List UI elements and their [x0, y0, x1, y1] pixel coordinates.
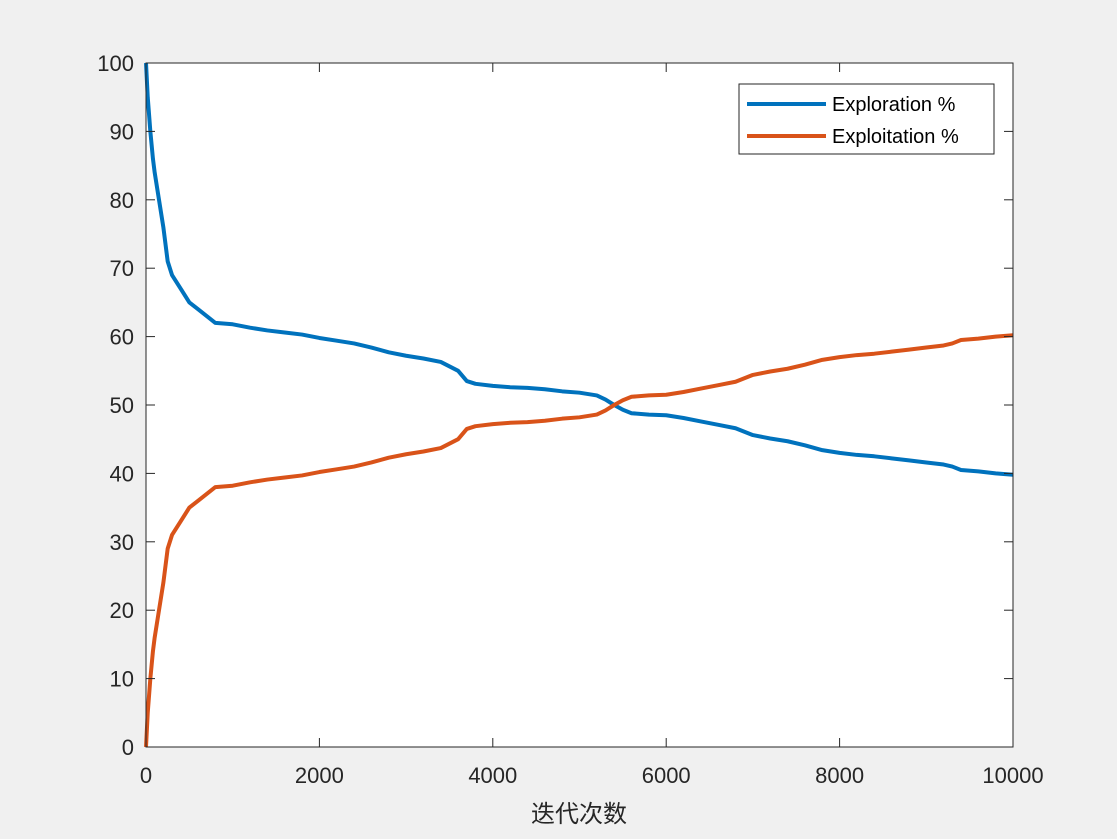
legend-label-exploitation: Exploitation % — [832, 126, 959, 148]
x-tick-label: 8000 — [815, 763, 864, 788]
axes-layer: 0 2000 4000 6000 8000 10000 0 10 20 30 40 50 60 70 80 9… — [97, 51, 1043, 788]
series-layer — [144, 62, 1014, 748]
y-tick-label: 80 — [110, 188, 134, 213]
plot-area — [146, 63, 1013, 747]
y-tick-label: 0 — [122, 735, 134, 760]
y-tick-label: 10 — [110, 667, 134, 692]
legend: Exploration % Exploitation % — [738, 83, 995, 155]
series-line-exploitation — [144, 333, 1014, 748]
x-axis-label: 迭代次数 — [531, 800, 627, 828]
x-tick-label: 0 — [140, 763, 152, 788]
legend-box — [738, 83, 995, 155]
y-tick-label: 60 — [110, 325, 134, 350]
y-tick-label: 40 — [110, 461, 134, 486]
x-tick-label: 6000 — [642, 763, 691, 788]
y-tick-label: 20 — [110, 598, 134, 623]
x-tick-label: 2000 — [295, 763, 344, 788]
x-tick-label: 10000 — [982, 763, 1043, 788]
y-tick-label: 100 — [97, 51, 134, 76]
x-tick-label: 4000 — [468, 763, 517, 788]
series-line-exploration — [144, 62, 1014, 477]
y-tick-label: 50 — [110, 393, 134, 418]
y-tick-label: 90 — [110, 119, 134, 144]
legend-label-exploration: Exploration % — [832, 94, 956, 116]
y-tick-label: 70 — [110, 256, 134, 281]
y-tick-label: 30 — [110, 530, 134, 555]
